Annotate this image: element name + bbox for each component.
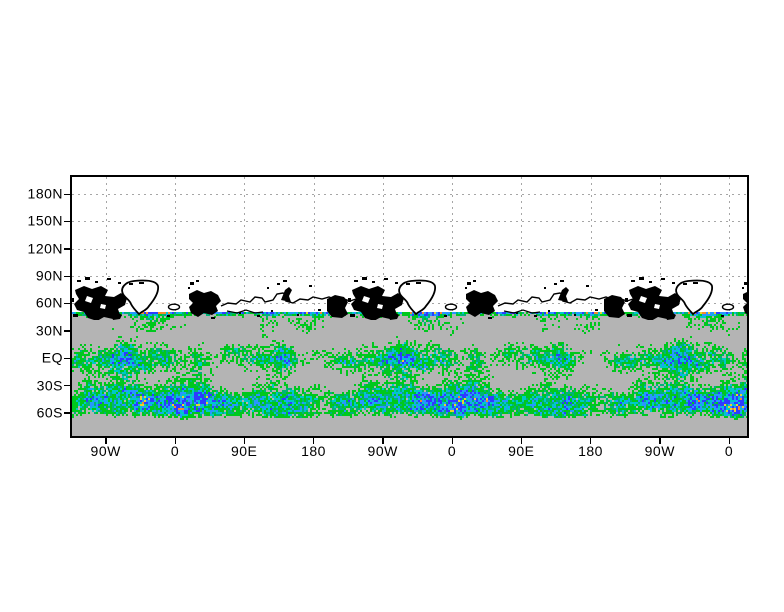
x-axis-tick	[313, 438, 315, 444]
y-axis-tick	[64, 330, 70, 332]
y-axis-tick	[64, 275, 70, 277]
x-axis-tick	[105, 438, 107, 444]
x-axis-label: 90W	[644, 443, 675, 459]
y-axis-label: 150N	[27, 213, 63, 230]
y-axis-tick	[64, 302, 70, 305]
gridline-vertical	[521, 177, 523, 436]
gridline-vertical	[590, 177, 592, 436]
gridline-horizontal	[72, 194, 747, 195]
x-axis-tick	[243, 438, 246, 444]
x-axis-tick	[659, 438, 661, 444]
y-axis-label: 30N	[35, 322, 63, 339]
y-axis-label: 90N	[35, 267, 63, 284]
y-axis-label: EQ	[41, 349, 63, 366]
y-axis-label: 120N	[27, 240, 63, 257]
y-axis-tick	[64, 248, 70, 250]
y-axis-label: 30S	[36, 377, 63, 394]
data-band-canvas	[72, 312, 747, 436]
y-axis-label: 60N	[35, 295, 63, 312]
y-axis-tick	[64, 412, 70, 414]
x-axis-label: 90W	[90, 443, 121, 459]
y-axis-tick	[64, 193, 70, 195]
x-axis-label: 90E	[508, 443, 535, 459]
x-axis-label: 90E	[230, 443, 258, 459]
x-axis-tick	[382, 438, 384, 444]
x-axis-label: 0	[170, 443, 180, 459]
frame-inner	[72, 177, 747, 436]
gridline-horizontal	[72, 221, 747, 223]
y-axis-label: 60S	[36, 404, 63, 421]
x-axis-tick	[520, 438, 523, 444]
x-axis-label: 0	[447, 443, 457, 459]
gridline-vertical	[244, 177, 246, 436]
gridline-vertical	[313, 177, 315, 436]
x-axis-tick	[174, 438, 176, 444]
gridline-horizontal	[72, 276, 747, 278]
gridline-horizontal	[72, 248, 747, 250]
x-axis-label: 180	[578, 443, 603, 459]
x-axis-tick	[590, 438, 592, 444]
x-axis-tick	[451, 438, 453, 444]
coastline-layer	[72, 276, 747, 320]
y-axis-tick	[64, 357, 70, 359]
x-axis-label: 180	[301, 443, 326, 459]
x-axis-label: 90W	[367, 443, 398, 459]
y-axis-label: 180N	[27, 185, 63, 202]
y-axis-tick	[64, 385, 70, 387]
x-axis-tick	[728, 438, 730, 444]
y-axis-tick	[64, 220, 70, 223]
x-axis-label: 0	[724, 443, 734, 459]
